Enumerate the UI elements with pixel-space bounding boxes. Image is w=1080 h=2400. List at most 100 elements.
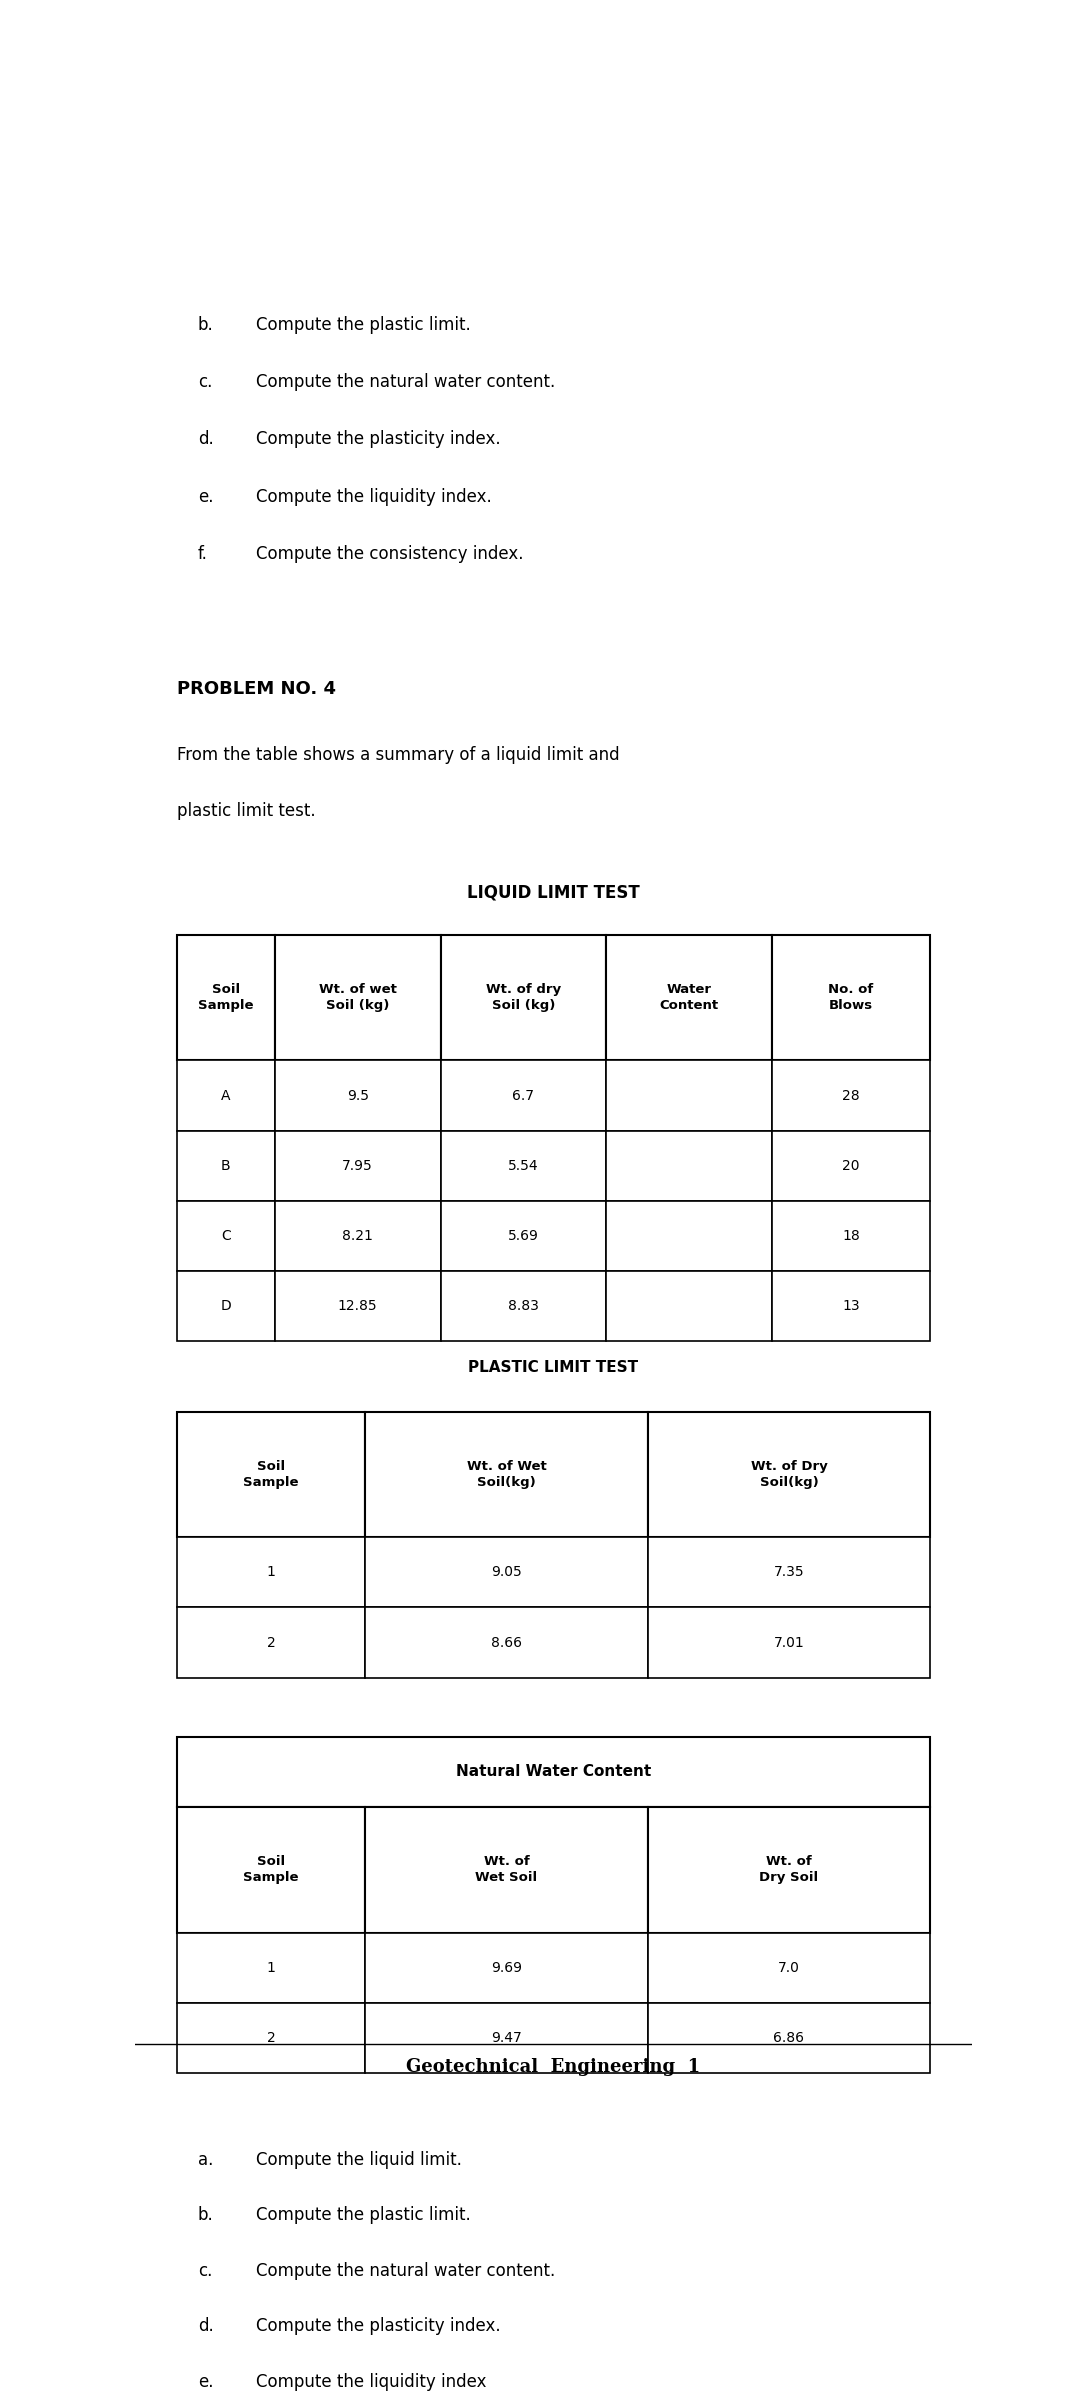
Text: Soil
Sample: Soil Sample: [243, 1459, 299, 1488]
Bar: [177, 1272, 274, 1342]
Text: Compute the natural water content.: Compute the natural water content.: [256, 2261, 555, 2280]
Bar: [606, 1272, 772, 1342]
Text: 18: 18: [842, 1229, 860, 1243]
Text: Compute the plastic limit.: Compute the plastic limit.: [256, 317, 471, 334]
Bar: [365, 1538, 648, 1608]
Bar: [606, 1200, 772, 1272]
Text: 13: 13: [842, 1298, 860, 1313]
Bar: [274, 1200, 441, 1272]
Text: Compute the consistency index.: Compute the consistency index.: [256, 545, 524, 564]
Text: C: C: [221, 1229, 231, 1243]
Text: Compute the liquidity index: Compute the liquidity index: [256, 2374, 487, 2390]
Text: 9.69: 9.69: [491, 1961, 522, 1975]
Text: f.: f.: [198, 545, 207, 564]
Bar: [772, 1272, 930, 1342]
Text: 20: 20: [842, 1159, 860, 1174]
Bar: [441, 1200, 606, 1272]
Bar: [648, 1932, 930, 2004]
Bar: [648, 1411, 930, 1538]
Text: 12.85: 12.85: [338, 1298, 377, 1313]
Bar: [177, 1608, 365, 1678]
Text: 28: 28: [842, 1090, 860, 1102]
Text: Wt. of wet
Soil (kg): Wt. of wet Soil (kg): [319, 984, 396, 1013]
Text: 7.0: 7.0: [778, 1961, 800, 1975]
Text: Natural Water Content: Natural Water Content: [456, 1764, 651, 1778]
Bar: [648, 1538, 930, 1608]
Bar: [177, 1061, 274, 1130]
Bar: [274, 1272, 441, 1342]
Text: No. of
Blows: No. of Blows: [828, 984, 874, 1013]
Text: A: A: [221, 1090, 230, 1102]
Text: Compute the plasticity index.: Compute the plasticity index.: [256, 2316, 501, 2335]
Text: 1: 1: [267, 1961, 275, 1975]
Bar: [274, 1061, 441, 1130]
Text: b.: b.: [198, 317, 214, 334]
Bar: [177, 1411, 365, 1538]
Text: PROBLEM NO. 4: PROBLEM NO. 4: [177, 679, 336, 698]
Text: e.: e.: [198, 2374, 213, 2390]
Bar: [177, 936, 274, 1061]
Bar: [365, 1932, 648, 2004]
Text: 6.86: 6.86: [773, 2030, 805, 2045]
Text: PLASTIC LIMIT TEST: PLASTIC LIMIT TEST: [469, 1361, 638, 1375]
Bar: [365, 1608, 648, 1678]
Text: Wt. of dry
Soil (kg): Wt. of dry Soil (kg): [486, 984, 561, 1013]
Bar: [177, 1538, 365, 1608]
Text: 9.47: 9.47: [491, 2030, 522, 2045]
Text: Wt. of Dry
Soil(kg): Wt. of Dry Soil(kg): [751, 1459, 827, 1488]
Text: 8.83: 8.83: [508, 1298, 539, 1313]
Text: Water
Content: Water Content: [660, 984, 718, 1013]
Text: Compute the liquidity index.: Compute the liquidity index.: [256, 487, 492, 506]
Bar: [441, 1272, 606, 1342]
Bar: [177, 1130, 274, 1200]
Text: 9.5: 9.5: [347, 1090, 368, 1102]
Bar: [177, 2004, 365, 2074]
Bar: [365, 2004, 648, 2074]
Text: d.: d.: [198, 2316, 214, 2335]
Text: b.: b.: [198, 2206, 214, 2225]
Text: Wt. of
Wet Soil: Wt. of Wet Soil: [475, 1855, 538, 1884]
Bar: [441, 1130, 606, 1200]
Bar: [606, 1061, 772, 1130]
Text: Geotechnical  Engineering  1: Geotechnical Engineering 1: [406, 2059, 701, 2076]
Text: LIQUID LIMIT TEST: LIQUID LIMIT TEST: [468, 883, 639, 900]
Bar: [177, 1200, 274, 1272]
Bar: [648, 2004, 930, 2074]
Bar: [274, 936, 441, 1061]
Bar: [606, 1130, 772, 1200]
Bar: [177, 1738, 930, 1807]
Text: Soil
Sample: Soil Sample: [198, 984, 254, 1013]
Text: 8.21: 8.21: [342, 1229, 373, 1243]
Text: 5.69: 5.69: [508, 1229, 539, 1243]
Text: From the table shows a summary of a liquid limit and: From the table shows a summary of a liqu…: [177, 746, 620, 763]
Text: 5.54: 5.54: [508, 1159, 539, 1174]
Text: 6.7: 6.7: [512, 1090, 535, 1102]
Text: 2: 2: [267, 2030, 275, 2045]
Text: 2: 2: [267, 1634, 275, 1649]
Text: 8.66: 8.66: [491, 1634, 522, 1649]
Bar: [772, 1130, 930, 1200]
Text: B: B: [221, 1159, 231, 1174]
Text: Compute the plastic limit.: Compute the plastic limit.: [256, 2206, 471, 2225]
Text: plastic limit test.: plastic limit test.: [177, 802, 315, 821]
Text: 1: 1: [267, 1565, 275, 1579]
Text: c.: c.: [198, 372, 212, 391]
Bar: [365, 1411, 648, 1538]
Bar: [441, 1061, 606, 1130]
Bar: [177, 1932, 365, 2004]
Bar: [365, 1807, 648, 1932]
Text: D: D: [220, 1298, 231, 1313]
Bar: [274, 1130, 441, 1200]
Bar: [648, 1807, 930, 1932]
Text: Compute the natural water content.: Compute the natural water content.: [256, 372, 555, 391]
Bar: [177, 1807, 365, 1932]
Bar: [606, 936, 772, 1061]
Text: Compute the plasticity index.: Compute the plasticity index.: [256, 430, 501, 449]
Bar: [441, 936, 606, 1061]
Text: d.: d.: [198, 430, 214, 449]
Text: Wt. of
Dry Soil: Wt. of Dry Soil: [759, 1855, 819, 1884]
Bar: [648, 1608, 930, 1678]
Text: 7.35: 7.35: [773, 1565, 805, 1579]
Text: a.: a.: [198, 2150, 213, 2170]
Bar: [772, 1200, 930, 1272]
